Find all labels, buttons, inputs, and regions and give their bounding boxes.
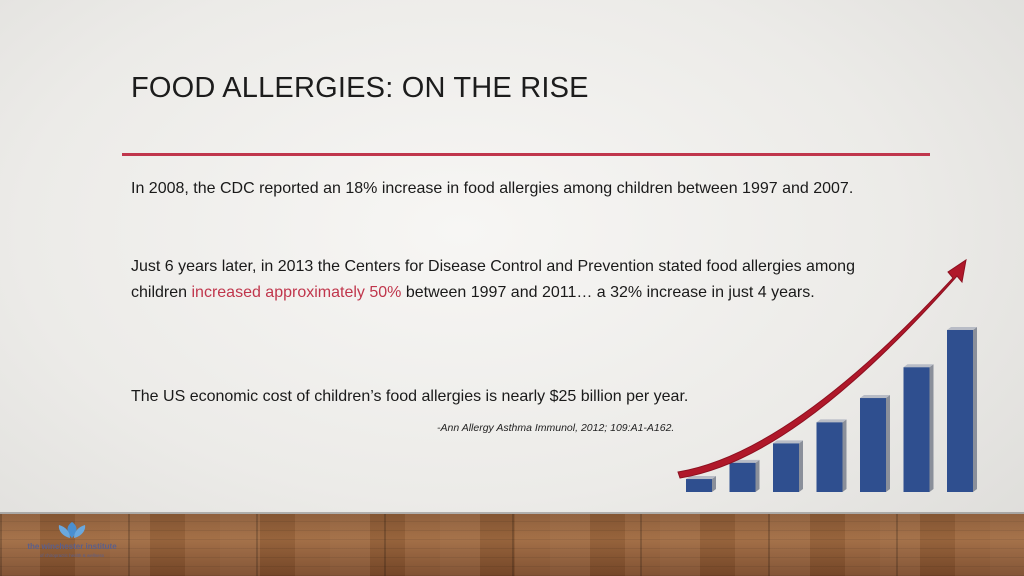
bar-top xyxy=(686,476,716,480)
bar-side xyxy=(842,419,847,492)
paragraph-economic-cost: The US economic cost of children’s food … xyxy=(131,388,689,405)
wood-floor xyxy=(0,514,1024,576)
bar-side xyxy=(929,364,934,492)
highlight-increase: increased approximately 50% xyxy=(191,284,402,301)
paragraph-2-text-start: Just 6 years later, in 2013 the Centers … xyxy=(131,258,855,301)
bar xyxy=(773,443,799,492)
bar-top xyxy=(816,419,847,423)
logo-name: the winchester institute xyxy=(27,542,117,551)
bar-top xyxy=(903,364,934,368)
floor-edge xyxy=(0,512,1024,515)
bar xyxy=(860,398,886,492)
paragraph-2-text-end: between 1997 and 2011… a 32% increase in… xyxy=(401,284,815,301)
bar-top xyxy=(947,327,977,330)
bar-side xyxy=(886,395,890,492)
logo: the winchester institute of chiropractic… xyxy=(12,520,132,574)
bar xyxy=(947,330,973,492)
paragraph-cdc-2013: Just 6 years later, in 2013 the Centers … xyxy=(131,254,891,306)
bar-side xyxy=(799,440,803,492)
bar xyxy=(729,462,756,492)
bar xyxy=(903,367,930,492)
bar-side xyxy=(712,476,716,492)
citation: -Ann Allergy Asthma Immunol, 2012; 109:A… xyxy=(437,422,675,434)
bar-group xyxy=(686,327,977,492)
bar-side xyxy=(973,327,977,492)
title-divider xyxy=(122,153,930,156)
bar-top xyxy=(860,395,890,399)
bar-top xyxy=(773,440,803,444)
lotus-logo-icon xyxy=(58,522,86,538)
growth-chart-graphic xyxy=(677,258,977,492)
logo-tagline: of chiropractic health & wellness xyxy=(39,553,105,558)
rising-arrow-icon xyxy=(677,258,967,479)
bar xyxy=(686,479,712,492)
bar xyxy=(816,422,843,492)
paragraph-cdc-2008: In 2008, the CDC reported an 18% increas… xyxy=(131,180,854,197)
bar-side xyxy=(755,459,760,492)
slide-title: FOOD ALLERGIES: ON THE RISE xyxy=(131,72,589,104)
